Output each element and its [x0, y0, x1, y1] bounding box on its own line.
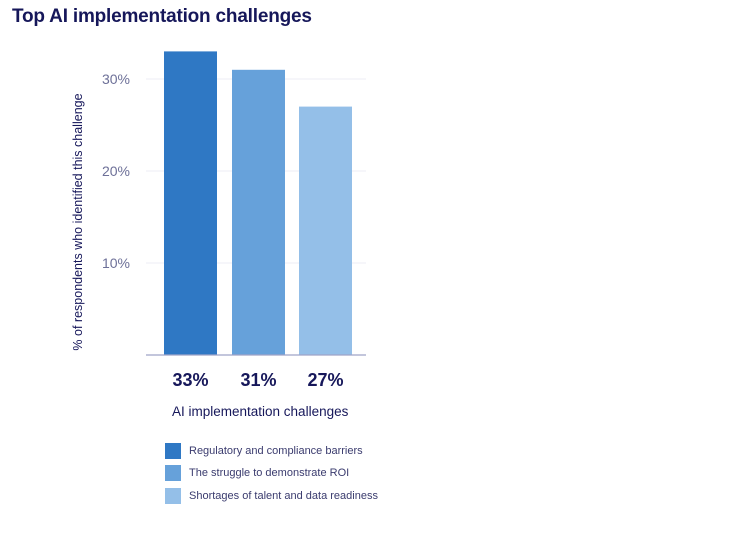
y-tick-label: 30%: [102, 71, 130, 87]
legend: Regulatory and compliance barriers The st…: [165, 442, 378, 510]
legend-item: Regulatory and compliance barriers: [165, 442, 378, 459]
x-axis-label: AI implementation challenges: [172, 404, 349, 419]
bar-value-label: 27%: [307, 370, 343, 390]
bar-value-label: 33%: [172, 370, 208, 390]
bar: [299, 106, 352, 355]
bar: [164, 51, 217, 356]
legend-label: Regulatory and compliance barriers: [189, 444, 363, 457]
legend-swatch: [165, 465, 181, 481]
legend-swatch: [165, 442, 181, 459]
legend-label: Shortages of talent and data readiness: [189, 489, 378, 502]
bar: [232, 69, 285, 356]
y-tick-label: 20%: [102, 163, 130, 179]
bar-value-label: 31%: [240, 370, 276, 390]
legend-label: The struggle to demonstrate ROI: [189, 467, 350, 479]
chart-title: Top AI implementation challenges: [12, 6, 312, 27]
y-tick-label: 10%: [102, 255, 130, 271]
legend-item: Shortages of talent and data readiness: [165, 487, 378, 504]
legend-item: The struggle to demonstrate ROI: [165, 465, 378, 482]
legend-swatch: [165, 487, 181, 504]
